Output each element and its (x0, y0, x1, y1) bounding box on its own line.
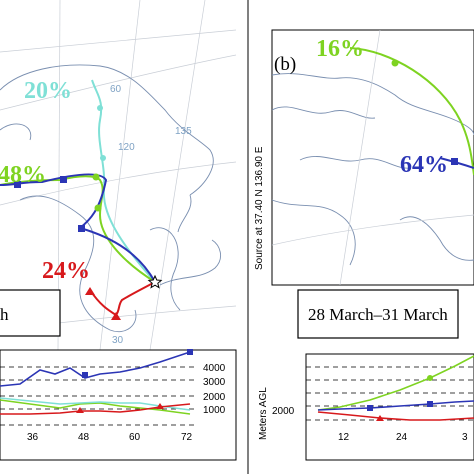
panel-a: 60 120 135 30 20% 48% 24% h (0, 0, 237, 351)
percent-blue: 64% (400, 152, 448, 178)
height-tick: 3000 (203, 377, 226, 388)
trajectory-red (89, 281, 156, 317)
y-axis-label: Meters AGL (258, 387, 269, 440)
panel-a-height-plot: 4000 3000 2000 1000 36 48 60 72 (0, 349, 237, 461)
panel-label: (b) (274, 54, 296, 75)
date-label: 28 March–31 March (308, 305, 448, 324)
trajectory-marker (92, 173, 100, 181)
height-marker (427, 375, 433, 381)
trajectory-marker (111, 312, 121, 320)
trajectory-marker (78, 225, 85, 232)
grid-label: 135 (175, 126, 192, 137)
star-icon (147, 274, 163, 289)
height-tick: 1000 (203, 405, 226, 416)
height-series-red (317, 411, 474, 421)
hour-tick: 12 (338, 432, 350, 443)
grid-line (339, 29, 381, 286)
height-series-cyan (0, 397, 191, 411)
date-label: h (0, 305, 9, 324)
height-series-green (0, 399, 191, 415)
height-marker (376, 415, 384, 421)
coastline (149, 227, 181, 311)
trajectory-marker (97, 105, 103, 111)
trajectory-green (349, 47, 474, 176)
height-tick: 2000 (272, 406, 295, 417)
height-series-green (317, 355, 474, 411)
hour-tick: 72 (181, 432, 193, 443)
panel-b-height-plot: 2000 Meters AGL 12 24 3 (258, 353, 474, 461)
coastline (299, 156, 411, 169)
trajectory-marker (391, 59, 399, 67)
coastline (19, 195, 137, 332)
percent-green: 16% (316, 36, 364, 62)
grid-line (271, 214, 474, 246)
trajectory-blue (0, 173, 156, 283)
coastline (271, 199, 356, 266)
height-marker (367, 405, 373, 411)
trajectory-marker (60, 176, 67, 183)
grid-label: 60 (110, 84, 122, 95)
height-tick: 4000 (203, 363, 226, 374)
hour-tick: 3 (462, 432, 468, 443)
trajectory-marker (100, 155, 106, 161)
grid-line (149, 0, 206, 351)
trajectory-marker (94, 204, 102, 212)
coastline (271, 106, 376, 119)
grid-label: 120 (118, 142, 135, 153)
percent-cyan: 20% (24, 78, 72, 104)
height-marker (187, 349, 193, 355)
trajectory-cyan (91, 79, 156, 283)
grid-line (0, 29, 237, 53)
trajectory-marker (451, 158, 458, 165)
grid-line (99, 0, 141, 351)
percent-green: 48% (0, 162, 46, 188)
coastline (159, 239, 222, 286)
trajectory-blue (439, 157, 474, 169)
height-marker (82, 372, 88, 378)
hour-tick: 24 (396, 432, 408, 443)
hour-tick: 48 (78, 432, 90, 443)
hour-tick: 36 (27, 432, 39, 443)
trajectory-marker (85, 287, 95, 295)
coastline (399, 216, 474, 261)
height-series-red (0, 403, 191, 415)
source-label: Source at 37.40 N 136.90 E (254, 146, 265, 270)
coastline (0, 123, 32, 141)
coastline (0, 64, 214, 196)
percent-red: 24% (42, 258, 90, 284)
height-marker (427, 401, 433, 407)
hour-tick: 60 (129, 432, 141, 443)
height-marker (76, 407, 84, 413)
grid-line (0, 54, 237, 111)
coastline (177, 194, 192, 233)
height-tick: 2000 (203, 392, 226, 403)
trajectory-marker (14, 181, 21, 188)
grid-label: 30 (112, 335, 124, 346)
height-marker (156, 403, 164, 409)
height-series-blue (317, 400, 474, 411)
date-box (297, 289, 459, 339)
date-box (0, 289, 61, 337)
